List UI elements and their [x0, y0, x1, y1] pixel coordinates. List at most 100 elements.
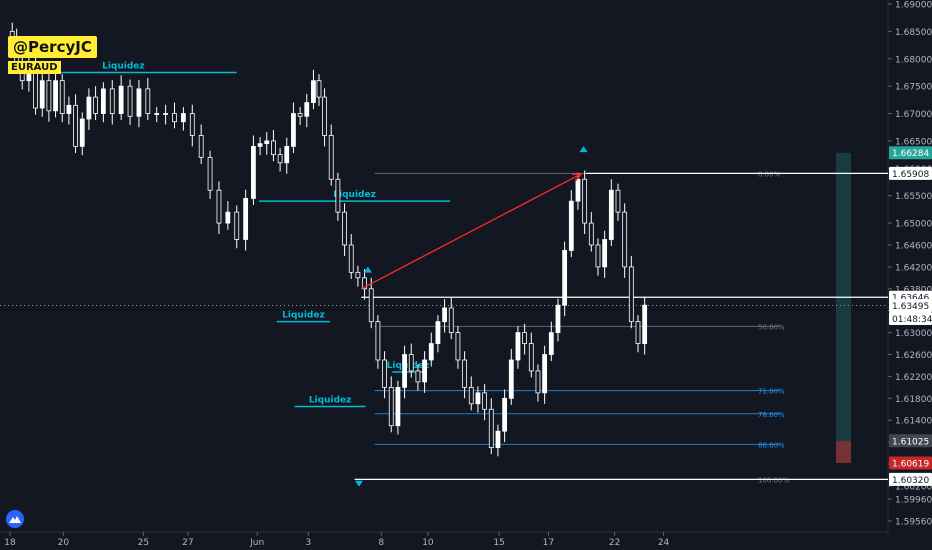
- bear-candle: [73, 104, 78, 147]
- bull-candle: [475, 392, 481, 405]
- bear-candle: [408, 354, 414, 372]
- fib-level-label: 50.00%: [758, 323, 785, 331]
- bear-candle: [207, 156, 213, 191]
- bull-candle: [435, 321, 441, 344]
- liquidity-label: Liquidez: [309, 396, 352, 406]
- bear-candle: [216, 189, 222, 224]
- bear-candle: [172, 113, 177, 123]
- bull-candle: [53, 80, 58, 112]
- x-tick-label: 15: [493, 538, 504, 548]
- y-tick-label: 1.68500: [895, 28, 932, 38]
- price-tag-label: 1.63646: [892, 294, 929, 304]
- pivot-high-marker: [363, 266, 372, 273]
- bear-candle: [415, 370, 421, 383]
- y-tick-label: 1.62200: [895, 373, 932, 383]
- bear-candle: [59, 80, 65, 114]
- bull-candle: [548, 332, 554, 355]
- y-tick-label: 1.67500: [895, 83, 932, 93]
- bull-candle: [180, 113, 186, 123]
- x-tick-label: 22: [609, 538, 620, 548]
- price-tag: [889, 166, 932, 180]
- bear-candle: [335, 178, 341, 213]
- price-tag: [889, 434, 932, 448]
- liquidity-label: Liquidez: [387, 361, 430, 371]
- bear-candle: [462, 359, 468, 388]
- price-tag: [889, 472, 932, 486]
- y-tick-label: 1.64200: [895, 263, 932, 273]
- bear-candle: [297, 113, 303, 117]
- fib-level-label: 0.00%: [758, 170, 781, 178]
- price-tag-label: 1.60320: [892, 476, 929, 486]
- bear-candle: [342, 211, 347, 246]
- fib-level-label: 71.00%: [758, 388, 785, 396]
- x-tick-label: 24: [658, 538, 670, 548]
- bear-candle: [355, 271, 361, 279]
- bear-candle: [588, 222, 594, 246]
- y-tick-label: 1.64600: [895, 241, 932, 251]
- author-handle-badge: @PercyJC: [8, 36, 97, 58]
- projection-arrow: [360, 173, 582, 290]
- bear-candle: [127, 85, 133, 117]
- x-tick-label: 27: [182, 538, 193, 548]
- bear-candle: [145, 88, 151, 114]
- bear-candle: [234, 211, 240, 240]
- bull-candle: [542, 354, 548, 394]
- bear-candle: [388, 386, 394, 427]
- x-tick-label: 8: [378, 538, 384, 548]
- price-tag-label: 1.60619: [892, 460, 929, 470]
- y-tick-label: 1.67000: [895, 110, 932, 120]
- bull-candle: [428, 343, 434, 361]
- bull-candle: [562, 250, 568, 306]
- bull-candle: [39, 80, 45, 109]
- bear-candle: [277, 154, 283, 164]
- bear-candle: [198, 135, 204, 158]
- stop-loss-zone: [836, 440, 851, 464]
- liquidity-label: Liquidez: [102, 61, 145, 71]
- y-tick-label: 1.68000: [895, 55, 932, 65]
- pivot-high-marker: [579, 146, 588, 153]
- y-tick-label: 1.66500: [895, 137, 932, 147]
- bull-candle: [136, 88, 142, 117]
- bear-candle: [482, 392, 488, 410]
- y-tick-label: 1.63000: [895, 329, 932, 339]
- bear-candle: [316, 80, 322, 98]
- bull-candle: [66, 104, 72, 114]
- bear-candle: [328, 135, 334, 180]
- bear-candle: [528, 343, 534, 372]
- price-tag-label: 1.63495: [892, 302, 929, 312]
- fib-level-label: 88.60%: [758, 441, 785, 449]
- bull-candle: [264, 140, 270, 145]
- y-tick-label: 1.60200: [895, 482, 932, 492]
- bull-candle: [515, 332, 521, 361]
- fib-level-label: 100.00%: [758, 476, 789, 484]
- fib-level-label: 78.60%: [758, 411, 785, 419]
- price-tag: [889, 146, 932, 160]
- bull-candle: [502, 397, 508, 432]
- bear-candle: [595, 244, 601, 268]
- bear-candle: [348, 244, 354, 273]
- liquidity-label: Liquidez: [333, 190, 376, 200]
- bear-candle: [448, 307, 454, 334]
- bear-candle: [468, 386, 474, 405]
- pivot-low-marker: [355, 480, 364, 487]
- bear-candle: [109, 88, 115, 114]
- bull-candle: [442, 307, 447, 323]
- y-tick-label: 1.59960: [895, 496, 932, 506]
- bear-candle: [368, 288, 374, 323]
- y-tick-label: 1.61400: [895, 417, 932, 427]
- tradingview-logo-icon[interactable]: [6, 510, 24, 528]
- bull-candle: [422, 359, 427, 383]
- bear-candle: [635, 321, 641, 344]
- bull-candle: [284, 145, 290, 164]
- bear-candle: [535, 370, 541, 394]
- price-tag-label: 1.65908: [892, 170, 929, 180]
- y-tick-label: 1.65000: [895, 220, 932, 230]
- bear-candle: [488, 408, 494, 449]
- bull-candle: [154, 113, 160, 115]
- bull-candle: [291, 113, 296, 147]
- bull-candle: [100, 88, 106, 114]
- symbol-badge: EURAUD: [8, 61, 61, 74]
- bear-candle: [615, 189, 621, 213]
- bull-candle: [86, 96, 92, 120]
